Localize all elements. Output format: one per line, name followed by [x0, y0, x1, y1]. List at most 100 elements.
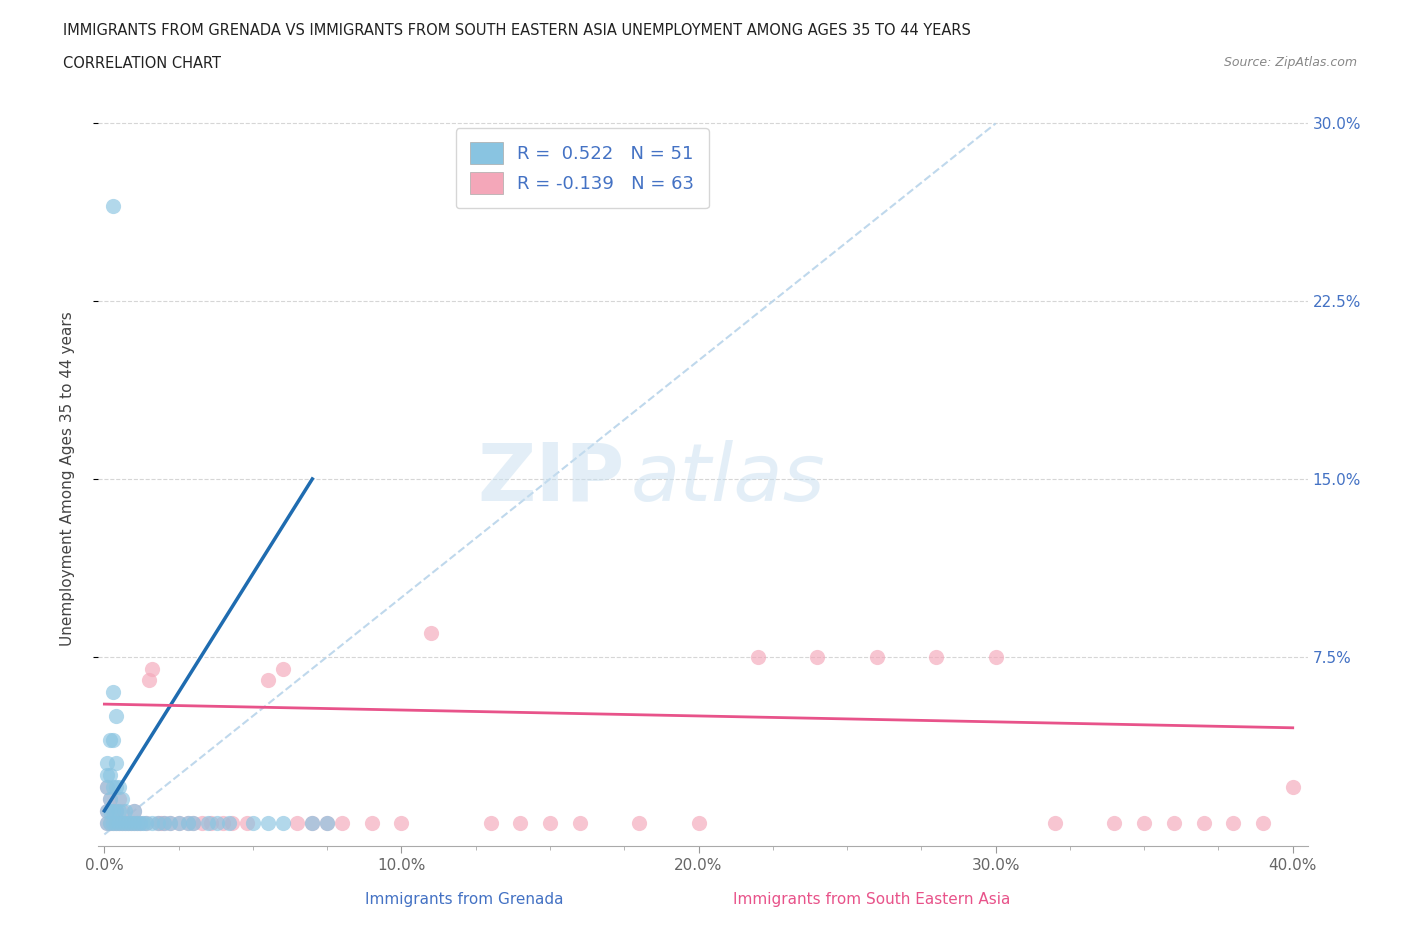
Point: [129, 816, 152, 830]
Point: [197, 816, 219, 830]
Point: [176, 816, 198, 830]
Text: CORRELATION CHART: CORRELATION CHART: [63, 56, 221, 71]
Point: [122, 816, 145, 830]
Point: [925, 649, 948, 664]
Point: [1163, 816, 1185, 830]
Point: [105, 816, 128, 830]
Point: [176, 816, 198, 830]
Point: [221, 816, 243, 830]
Point: [111, 816, 134, 830]
Point: [984, 649, 1007, 664]
Point: [866, 649, 889, 664]
Point: [103, 199, 125, 214]
Point: [114, 804, 136, 818]
Point: [509, 816, 531, 830]
Point: [117, 816, 139, 830]
Point: [98, 732, 121, 747]
Point: [108, 816, 131, 830]
Point: [200, 816, 222, 830]
Point: [1222, 816, 1244, 830]
Point: [125, 816, 148, 830]
Point: [103, 816, 125, 830]
Point: [316, 816, 339, 830]
Point: [96, 756, 118, 771]
Point: [96, 779, 118, 794]
Point: [207, 816, 229, 830]
Point: [149, 816, 172, 830]
Point: [96, 804, 118, 818]
Point: [108, 779, 131, 794]
Point: [271, 816, 294, 830]
Point: [96, 804, 118, 818]
Point: [330, 816, 353, 830]
Point: [105, 756, 128, 771]
Point: [105, 804, 128, 818]
Point: [1251, 816, 1274, 830]
Point: [114, 816, 136, 830]
Point: [141, 816, 163, 830]
Point: [391, 816, 413, 830]
Point: [146, 816, 169, 830]
Text: ZIP: ZIP: [477, 440, 624, 518]
Point: [271, 661, 294, 676]
Point: [183, 816, 205, 830]
Point: [167, 816, 190, 830]
Point: [125, 816, 148, 830]
Text: Source: ZipAtlas.com: Source: ZipAtlas.com: [1223, 56, 1357, 69]
Point: [96, 816, 118, 830]
Text: IMMIGRANTS FROM GRENADA VS IMMIGRANTS FROM SOUTH EASTERN ASIA UNEMPLOYMENT AMONG: IMMIGRANTS FROM GRENADA VS IMMIGRANTS FR…: [63, 23, 972, 38]
Legend: R =  0.522   N = 51, R = -0.139   N = 63: R = 0.522 N = 51, R = -0.139 N = 63: [456, 128, 709, 208]
Point: [120, 816, 142, 830]
Point: [236, 816, 259, 830]
Point: [1133, 816, 1156, 830]
Point: [135, 816, 157, 830]
Point: [122, 804, 145, 818]
Point: [135, 816, 157, 830]
Point: [167, 816, 190, 830]
Point: [806, 649, 828, 664]
Point: [114, 816, 136, 830]
Point: [568, 816, 591, 830]
Point: [96, 779, 118, 794]
Point: [98, 816, 121, 830]
Point: [141, 661, 163, 676]
Point: [96, 816, 118, 830]
Point: [129, 816, 152, 830]
Point: [103, 816, 125, 830]
Point: [122, 804, 145, 818]
Point: [301, 816, 323, 830]
Point: [120, 816, 142, 830]
Point: [479, 816, 502, 830]
Point: [132, 816, 155, 830]
Point: [256, 673, 278, 688]
Point: [105, 779, 128, 794]
Point: [111, 816, 134, 830]
Point: [1043, 816, 1066, 830]
Point: [747, 649, 769, 664]
Point: [287, 816, 309, 830]
Point: [111, 804, 134, 818]
Point: [103, 804, 125, 818]
Point: [146, 816, 169, 830]
Point: [159, 816, 181, 830]
Point: [256, 816, 278, 830]
Point: [103, 804, 125, 818]
Point: [98, 791, 121, 806]
Point: [105, 709, 128, 724]
Point: [96, 768, 118, 783]
Point: [242, 816, 264, 830]
Point: [316, 816, 339, 830]
Point: [301, 816, 323, 830]
Text: Immigrants from Grenada: Immigrants from Grenada: [364, 892, 564, 907]
Point: [108, 804, 131, 818]
Point: [105, 816, 128, 830]
Point: [105, 804, 128, 818]
Point: [103, 684, 125, 699]
Point: [159, 816, 181, 830]
Point: [218, 816, 240, 830]
Point: [103, 779, 125, 794]
Point: [628, 816, 651, 830]
Point: [183, 816, 205, 830]
Y-axis label: Unemployment Among Ages 35 to 44 years: Unemployment Among Ages 35 to 44 years: [60, 312, 75, 646]
Text: atlas: atlas: [630, 440, 825, 518]
